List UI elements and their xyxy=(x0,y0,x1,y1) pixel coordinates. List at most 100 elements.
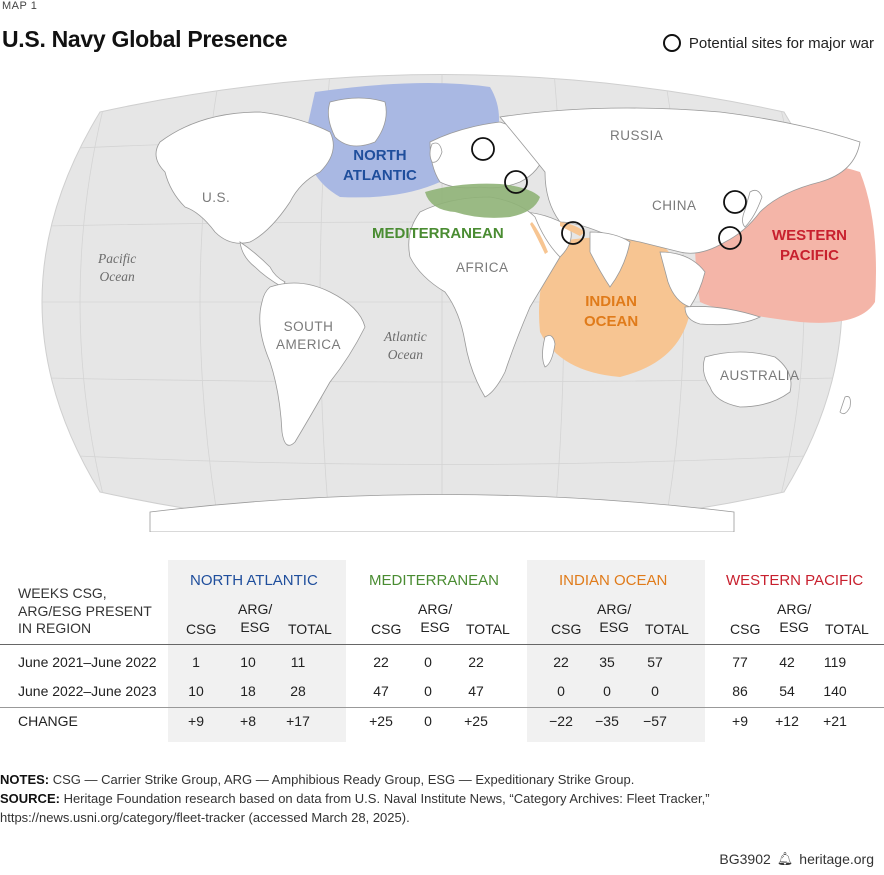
greenland-shape xyxy=(327,97,387,147)
war-site-circle-persian-gulf xyxy=(561,221,585,245)
table-cell: 11 xyxy=(290,654,306,670)
label-region-north-atlantic: NORTH ATLANTIC xyxy=(343,147,417,184)
source-line: SOURCE: Heritage Foundation research bas… xyxy=(0,790,710,809)
label-us: U.S. xyxy=(202,190,231,205)
world-map-svg xyxy=(41,74,876,532)
table-cell: 54 xyxy=(779,683,795,699)
subhead-arg-esg: ARG/ ESG xyxy=(597,601,632,635)
japan-shape xyxy=(742,189,763,228)
india-shape xyxy=(589,231,631,288)
subhead-csg: CSG xyxy=(551,621,582,637)
table-cell: 22 xyxy=(468,654,484,670)
uk-shape xyxy=(429,142,443,163)
war-sites xyxy=(471,137,747,250)
source-text: Heritage Foundation research based on da… xyxy=(59,790,710,806)
label-pacific-ocean: Pacific Ocean xyxy=(98,251,137,284)
header-rule xyxy=(0,644,884,645)
war-site-circle-korea xyxy=(723,190,747,214)
notes-text: CSG — Carrier Strike Group, ARG — Amphib… xyxy=(49,772,635,787)
legend: Potential sites for major war xyxy=(662,34,874,52)
table-cell: 0 xyxy=(424,713,432,729)
table-cell: 35 xyxy=(599,654,615,670)
row-header: WEEKS CSG, ARG/ESG PRESENT IN REGION xyxy=(18,585,152,636)
table-cell: +9 xyxy=(732,713,748,729)
row-label-2022-2023: June 2022–June 2023 xyxy=(18,683,157,699)
table-cell: +25 xyxy=(464,713,488,729)
subhead-csg: CSG xyxy=(371,621,402,637)
region-indian-ocean xyxy=(539,237,690,377)
subhead-arg-esg: ARG/ ESG xyxy=(418,601,453,635)
notes-label: NOTES: xyxy=(0,772,50,787)
bell-icon: 🔔︎ xyxy=(776,851,794,866)
shade-north-atlantic xyxy=(168,560,346,742)
table-cell: +9 xyxy=(188,713,204,729)
presence-table: NORTH ATLANTIC MEDITERRANEAN INDIAN OCEA… xyxy=(0,560,884,750)
label-africa: AFRICA xyxy=(456,260,509,275)
col-head-mediterranean: MEDITERRANEAN xyxy=(369,572,500,589)
war-site-circle-baltic xyxy=(471,137,495,161)
table-cell: 10 xyxy=(240,654,256,670)
new-zealand-shape xyxy=(839,396,851,415)
subhead-arg-esg: ARG/ ESG xyxy=(777,601,812,635)
label-china: CHINA xyxy=(652,198,697,213)
table-cell: +21 xyxy=(823,713,847,729)
table-cell: 10 xyxy=(188,683,204,699)
table-cell: 0 xyxy=(424,683,432,699)
north-america-shape xyxy=(155,111,334,244)
table-cell: −35 xyxy=(595,713,619,729)
table-cell: 0 xyxy=(424,654,432,670)
table-cell: +17 xyxy=(286,713,310,729)
region-persian-gulf xyxy=(560,222,585,236)
table-cell: 0 xyxy=(603,683,611,699)
label-region-mediterranean: MEDITERRANEAN xyxy=(372,225,504,242)
southeast-asia-shape xyxy=(659,251,706,308)
subhead-total: TOTAL xyxy=(645,621,689,637)
circle-icon xyxy=(662,34,681,52)
col-head-north-atlantic: NORTH ATLANTIC xyxy=(190,572,318,589)
subhead-arg-esg: ARG/ ESG xyxy=(238,601,273,635)
war-site-circle-taiwan xyxy=(718,226,742,250)
region-red-sea xyxy=(530,222,548,254)
table-cell: 28 xyxy=(290,683,306,699)
legend-label: Potential sites for major war xyxy=(688,34,874,52)
row-label-change: CHANGE xyxy=(18,713,78,729)
label-south-america: SOUTH AMERICA xyxy=(276,319,342,352)
label-region-western-pacific: WESTERN PACIFIC xyxy=(772,227,847,264)
label-australia: AUSTRALIA xyxy=(720,368,800,383)
australia-shape xyxy=(702,351,792,408)
shade-indian-ocean xyxy=(527,560,705,742)
table-cell: 0 xyxy=(651,683,659,699)
table-cell: 0 xyxy=(557,683,565,699)
table-cell: 119 xyxy=(823,654,847,670)
table-cell: 140 xyxy=(823,683,847,699)
subhead-total: TOTAL xyxy=(825,621,869,637)
label-region-indian-ocean: INDIAN OCEAN xyxy=(584,293,639,330)
change-rule xyxy=(0,707,884,708)
source-label: SOURCE: xyxy=(0,790,60,806)
table-cell: 1 xyxy=(192,654,200,670)
table-cell: 86 xyxy=(732,683,748,699)
table-cell: 22 xyxy=(373,654,389,670)
table-cell: 57 xyxy=(647,654,663,670)
subhead-csg: CSG xyxy=(730,621,761,637)
table-cell: 47 xyxy=(468,683,484,699)
indonesia-shape xyxy=(684,306,762,326)
subhead-csg: CSG xyxy=(186,621,217,637)
table-cell: 18 xyxy=(240,683,256,699)
table-cell: +12 xyxy=(775,713,799,729)
table-cell: −57 xyxy=(643,713,667,729)
col-head-western-pacific: WESTERN PACIFIC xyxy=(726,572,864,589)
notes-line: NOTES: CSG — Carrier Strike Group, ARG —… xyxy=(0,771,710,790)
world-map: U.S. RUSSIA CHINA AFRICA SOUTH AMERICA A… xyxy=(0,72,884,532)
table-cell: 77 xyxy=(732,654,748,670)
label-russia: RUSSIA xyxy=(610,128,664,143)
map-kicker: MAP 1 xyxy=(2,0,38,12)
source-url: https://news.usni.org/category/fleet-tra… xyxy=(0,809,410,825)
table-cell: 47 xyxy=(373,683,389,699)
table-cell: +8 xyxy=(240,713,256,729)
table-cell: 22 xyxy=(553,654,569,670)
footer-site: heritage.org xyxy=(799,851,874,867)
madagascar-shape xyxy=(542,335,556,368)
col-head-indian-ocean: INDIAN OCEAN xyxy=(559,572,668,589)
map-title: U.S. Navy Global Presence xyxy=(2,26,288,52)
